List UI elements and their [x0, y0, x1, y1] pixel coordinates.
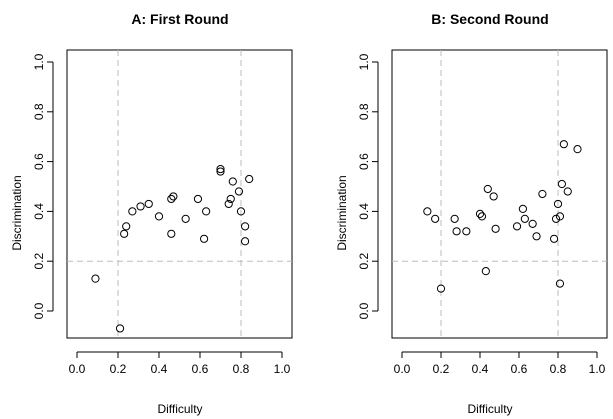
data-point	[144, 199, 153, 209]
y-tick-label: 0.6	[32, 153, 46, 170]
data-point	[200, 234, 209, 243]
x-tick-label: 0.2	[433, 362, 450, 376]
y-tick-label: 0.2	[32, 253, 46, 270]
data-point	[193, 194, 203, 204]
y-axis-label: Discrimination	[335, 175, 349, 250]
y-tick-label: 0.4	[357, 203, 371, 220]
data-point	[512, 222, 522, 231]
x-tick-label: 0.6	[511, 362, 528, 376]
chart-title: B: Second Round	[431, 11, 548, 27]
data-point	[450, 214, 459, 223]
data-point	[181, 214, 190, 223]
data-point	[550, 234, 559, 243]
x-tick-label: 0.0	[69, 362, 86, 376]
data-point	[91, 274, 100, 283]
y-tick-label: 0.6	[357, 153, 371, 170]
data-point	[532, 232, 541, 241]
plot-frame	[66, 49, 293, 339]
x-tick-label: 0.2	[110, 362, 127, 376]
data-point	[136, 202, 145, 211]
data-point	[216, 167, 225, 176]
panel-second-round: B: Second Round Difficulty Discriminatio…	[335, 11, 608, 416]
x-tick-label: 0.8	[550, 362, 567, 376]
x-tick-label: 0.4	[151, 362, 168, 376]
data-point	[538, 189, 547, 199]
data-point	[120, 229, 129, 238]
data-point	[226, 194, 235, 204]
data-point	[154, 212, 164, 221]
data-point	[475, 209, 485, 218]
data-point	[553, 199, 563, 209]
plot-frame	[391, 49, 608, 339]
data-point	[115, 324, 125, 333]
data-point	[431, 214, 440, 223]
data-point	[236, 207, 246, 216]
y-tick-label: 0.8	[32, 103, 46, 120]
data-point	[241, 222, 250, 231]
chart-title: A: First Round	[131, 11, 228, 27]
data-point	[241, 237, 250, 246]
data-point	[481, 267, 490, 276]
data-point	[423, 207, 432, 216]
data-point	[489, 192, 498, 201]
data-point	[563, 187, 572, 196]
data-point	[557, 179, 567, 189]
data-point	[452, 227, 461, 236]
x-tick-label: 0.4	[472, 362, 489, 376]
x-tick-label: 1.0	[589, 362, 606, 376]
data-point	[216, 164, 225, 174]
data-point	[436, 284, 446, 293]
x-tick-label: 0.8	[233, 362, 250, 376]
data-point	[559, 140, 568, 149]
y-tick-label: 1.0	[357, 53, 371, 70]
data-point	[462, 227, 471, 236]
x-tick-label: 0.0	[394, 362, 411, 376]
data-point	[224, 199, 233, 209]
x-axis-label: Difficulty	[157, 402, 202, 416]
data-point	[167, 194, 176, 204]
data-point	[122, 222, 131, 231]
data-point	[234, 187, 244, 196]
data-point	[518, 204, 528, 214]
y-tick-label: 0.0	[357, 302, 371, 319]
y-tick-label: 0.0	[32, 302, 46, 319]
data-point	[528, 219, 537, 228]
x-tick-label: 1.0	[274, 362, 291, 376]
data-point	[169, 192, 178, 201]
data-point	[555, 212, 565, 221]
data-point	[228, 177, 237, 186]
x-tick-label: 0.6	[192, 362, 209, 376]
data-point	[520, 214, 529, 223]
data-point	[202, 207, 211, 216]
y-tick-label: 0.4	[32, 203, 46, 220]
panel-first-round: A: First Round Difficulty Discrimination…	[10, 11, 293, 416]
x-axis-label: Difficulty	[467, 402, 512, 416]
data-point	[573, 145, 582, 154]
y-tick-label: 1.0	[32, 53, 46, 70]
data-point	[128, 207, 137, 216]
data-point	[491, 224, 500, 233]
data-point	[245, 174, 254, 184]
data-point	[477, 212, 487, 221]
data-point	[483, 184, 492, 194]
data-point	[555, 279, 565, 288]
y-axis-label: Discrimination	[10, 175, 24, 250]
y-tick-label: 0.2	[357, 253, 371, 270]
y-tick-label: 0.8	[357, 103, 371, 120]
data-point	[167, 229, 176, 238]
